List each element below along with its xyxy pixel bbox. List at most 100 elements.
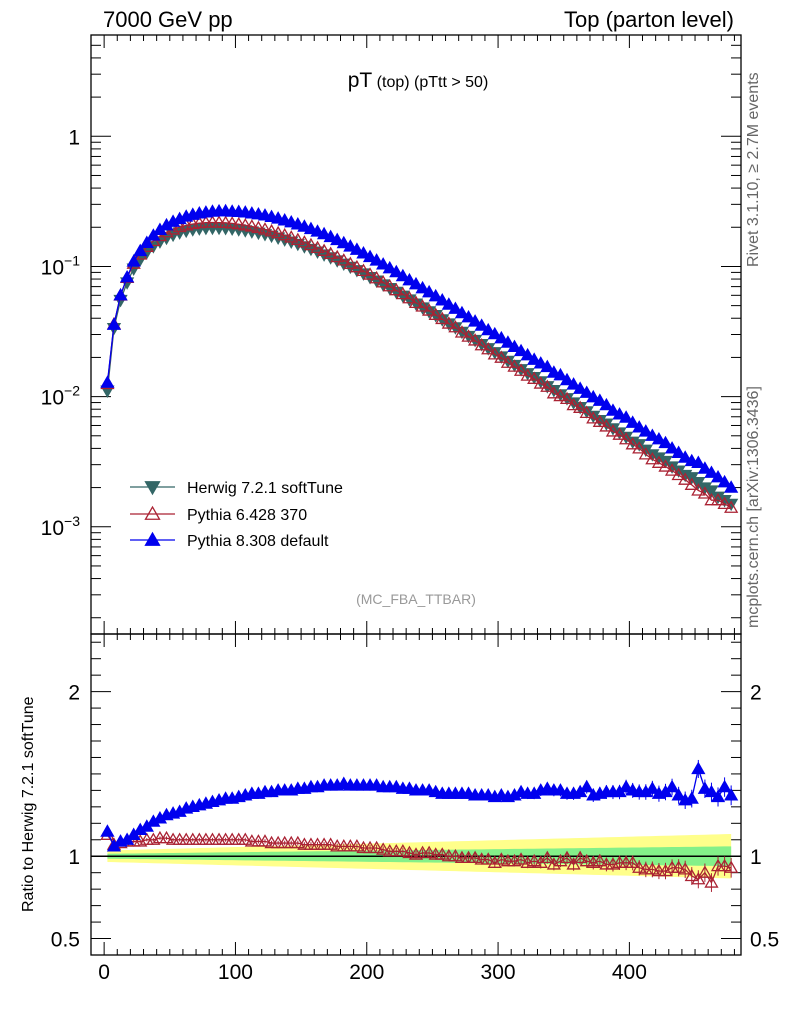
series-point-2 (106, 317, 122, 330)
x-tick-label: 0 (98, 961, 110, 984)
series-point-1 (586, 411, 601, 424)
series-point-1 (645, 451, 660, 465)
series-point-2 (579, 385, 594, 398)
ratio-y-tick-label-left: 1 (68, 846, 80, 869)
series-point-2 (500, 335, 516, 348)
ratio-point-0 (402, 845, 417, 859)
series-point-2 (389, 264, 404, 278)
series-point-1 (474, 337, 489, 351)
ratio-point-1 (579, 779, 594, 793)
series-point-1 (238, 217, 253, 231)
series-point-2 (467, 314, 483, 327)
legend-marker-1 (144, 505, 161, 520)
series-point-1 (481, 341, 496, 355)
series-point-2 (527, 352, 542, 365)
ratio-y-tick-label-right: 2 (750, 682, 762, 705)
ratio-point-0 (704, 875, 719, 888)
series-point-1 (573, 400, 588, 413)
series-point-1 (395, 286, 410, 300)
ratio-point-0 (724, 860, 739, 873)
series-point-1 (494, 350, 509, 363)
x-tick-label: 300 (481, 961, 516, 984)
series-point-1 (697, 486, 713, 499)
legend-label-0: Herwig 7.2.1 softTune (187, 480, 343, 497)
series-point-2 (349, 242, 365, 255)
series-point-2 (126, 254, 141, 267)
series-point-2 (343, 239, 358, 252)
series-point-2 (632, 420, 647, 433)
series-point-2 (717, 474, 732, 488)
series-point-1 (678, 472, 693, 485)
ratio-point-1 (691, 761, 706, 775)
series-line-0 (106, 227, 732, 505)
series-point-2 (435, 293, 450, 306)
ratio-plot-frame (90, 633, 742, 956)
series-point-2 (395, 268, 410, 282)
y-tick-label: 10−1 (41, 252, 81, 279)
series-point-2 (336, 235, 351, 249)
plot-title: pT (top) (pTtt > 50) (348, 69, 489, 92)
series-point-1 (330, 249, 345, 263)
ratio-point-0 (527, 853, 542, 867)
series-point-1 (717, 496, 732, 509)
ratio-point-0 (369, 840, 384, 854)
ratio-point-0 (323, 837, 338, 850)
series-point-1 (310, 240, 325, 254)
series-point-1 (231, 216, 246, 230)
header-process-label: Top (parton level) (564, 7, 734, 32)
ratio-point-0 (349, 839, 365, 852)
x-tick-label: 100 (218, 961, 253, 984)
series-point-1 (605, 424, 621, 437)
series-point-1 (546, 385, 561, 399)
ratio-point-1 (671, 788, 686, 801)
series-point-2 (599, 397, 614, 411)
series-point-1 (553, 388, 568, 402)
ratio-point-0 (691, 871, 706, 885)
series-point-1 (323, 246, 338, 259)
series-point-2 (664, 441, 680, 454)
series-point-2 (586, 389, 601, 403)
series-point-1 (625, 436, 640, 450)
ratio-point-0 (717, 858, 732, 872)
series-point-1 (284, 230, 299, 243)
ratio-point-0 (592, 853, 607, 867)
series-point-2 (133, 243, 148, 257)
ratio-point-0 (238, 832, 253, 845)
series-point-1 (448, 319, 463, 333)
series-point-1 (402, 290, 417, 304)
series-point-1 (316, 243, 332, 256)
series-point-2 (139, 235, 154, 248)
series-point-2 (487, 326, 502, 340)
ratio-point-0 (645, 862, 660, 875)
ratio-point-0 (159, 830, 174, 844)
series-point-1 (218, 215, 233, 228)
ratio-point-1 (100, 824, 115, 837)
series-point-2 (461, 309, 476, 323)
series-point-2 (625, 415, 640, 428)
series-point-1 (592, 414, 607, 427)
series-point-2 (100, 375, 115, 388)
series-point-1 (408, 295, 424, 309)
ratio-point-0 (579, 853, 594, 867)
ratio-point-0 (290, 835, 305, 849)
series-point-1 (251, 220, 266, 234)
ratio-point-0 (625, 855, 640, 868)
series-point-1 (710, 492, 726, 506)
ratio-point-0 (632, 860, 647, 873)
series-point-1 (277, 227, 292, 241)
series-point-1 (369, 270, 384, 284)
ratio-point-0 (448, 848, 463, 862)
series-point-1 (303, 237, 319, 251)
series-line-1 (106, 221, 732, 509)
series-point-2 (605, 403, 621, 416)
ratio-point-1 (664, 779, 680, 793)
series-point-2 (428, 288, 443, 302)
series-point-1 (343, 256, 358, 269)
ratio-point-0 (697, 865, 713, 878)
y-tick-label: 10−3 (41, 513, 81, 540)
series-point-2 (638, 424, 653, 437)
series-point-2 (494, 330, 509, 344)
series-point-2 (678, 450, 693, 463)
series-point-1 (599, 419, 614, 432)
series-point-2 (645, 428, 660, 441)
